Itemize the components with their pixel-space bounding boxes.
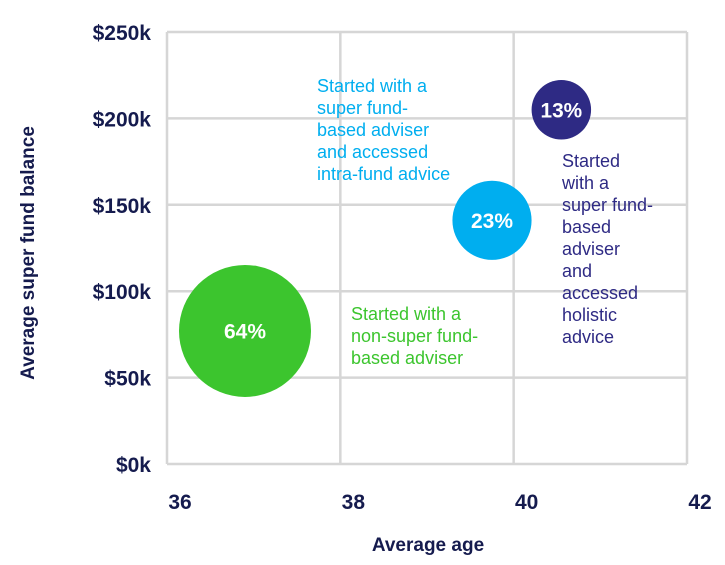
- bubble-data-label: 13%: [541, 99, 583, 122]
- bubble-annotation: Started with a super fund-based adviser an…: [317, 76, 450, 184]
- annotations: Started with a non-super fund-based advis…: [317, 76, 653, 368]
- y-axis-title: Average super fund balance: [18, 126, 39, 380]
- x-tick-label: 42: [688, 491, 711, 514]
- bubbles: 64% 23% 13%: [179, 80, 592, 397]
- y-axis-ticks: $0k $50k $100k $150k $200k $250k: [93, 22, 152, 477]
- bubble-data-label: 64%: [224, 321, 266, 344]
- y-tick-label: $150k: [93, 195, 152, 218]
- y-tick-label: $50k: [104, 368, 151, 391]
- y-tick-label: $250k: [93, 22, 152, 45]
- y-tick-label: $100k: [93, 281, 152, 304]
- y-tick-label: $0k: [116, 454, 151, 477]
- x-axis-ticks: 36 38 40 42: [168, 491, 711, 514]
- bubble: [179, 264, 311, 397]
- x-tick-label: 40: [515, 491, 538, 514]
- bubble: [531, 80, 592, 140]
- bubble-annotation: Started with a super fund-based adviser and a…: [561, 151, 653, 347]
- x-tick-label: 36: [168, 491, 191, 514]
- x-tick-label: 38: [342, 491, 366, 514]
- y-tick-label: $200k: [93, 108, 152, 131]
- x-axis-title: Average age: [372, 535, 484, 556]
- bubble: [452, 180, 532, 260]
- bubble-annotation: Started with a non-super fund-based advis…: [351, 304, 478, 368]
- bubble-data-label: 23%: [471, 210, 513, 233]
